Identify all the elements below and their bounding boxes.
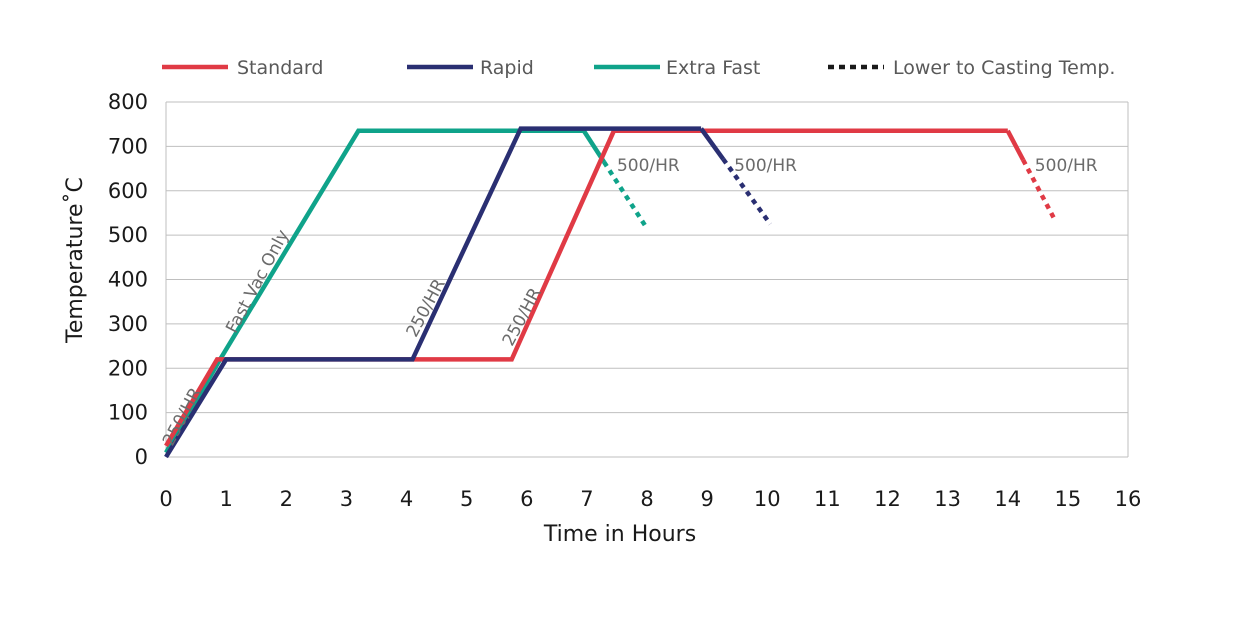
y-tick-label: 0 xyxy=(135,445,148,469)
x-tick-label: 10 xyxy=(754,487,781,511)
y-tick-label: 800 xyxy=(108,90,148,114)
annotation-label: 500/HR xyxy=(617,156,680,176)
grid xyxy=(165,101,1129,458)
x-tick-label: 7 xyxy=(580,487,593,511)
cooldown-solid-rapid xyxy=(699,127,726,161)
legend: Standard Rapid Extra Fast Lower to Casting … xyxy=(162,57,1115,79)
y-tick-label: 400 xyxy=(108,268,148,292)
x-axis-title: Time in Hours xyxy=(543,522,696,547)
y-tick-label: 500 xyxy=(108,223,148,247)
x-tick-label: 15 xyxy=(1055,487,1082,511)
x-tick-label: 1 xyxy=(219,487,232,511)
legend-label: Lower to Casting Temp. xyxy=(893,57,1115,79)
legend-label: Standard xyxy=(237,57,323,79)
cooldown-dotted-rapid xyxy=(721,157,773,226)
x-axis-ticks: 0 1 2 3 4 5 6 7 8 9 10 11 12 13 14 15 16 xyxy=(159,487,1141,511)
x-tick-label: 0 xyxy=(159,487,172,511)
y-tick-label: 100 xyxy=(108,401,148,425)
cooldown-dotted-standard xyxy=(1021,158,1058,223)
x-tick-label: 8 xyxy=(640,487,653,511)
x-tick-label: 11 xyxy=(814,487,841,511)
y-axis-ticks: 800 700 600 500 400 300 200 100 0 xyxy=(108,90,148,469)
x-tick-label: 6 xyxy=(520,487,533,511)
series-line-standard xyxy=(164,128,1008,448)
y-tick-label: 600 xyxy=(108,179,148,203)
x-tick-label: 2 xyxy=(280,487,293,511)
series-line-extra-fast xyxy=(164,128,584,454)
y-axis-title: Temperature˚C xyxy=(63,177,88,344)
annotation-label: 500/HR xyxy=(1035,156,1098,176)
cooldown-solid-standard xyxy=(1005,129,1026,162)
x-tick-label: 5 xyxy=(460,487,473,511)
legend-label: Rapid xyxy=(480,57,534,79)
y-tick-label: 300 xyxy=(108,312,148,336)
cooldown-dotted-extra-fast xyxy=(602,160,649,230)
x-tick-label: 4 xyxy=(400,487,413,511)
legend-label: Extra Fast xyxy=(666,57,760,79)
x-tick-label: 16 xyxy=(1115,487,1142,511)
annotation-label: Fast Vac Only xyxy=(222,227,293,337)
x-tick-label: 12 xyxy=(874,487,901,511)
y-tick-label: 700 xyxy=(108,134,148,158)
x-tick-label: 3 xyxy=(340,487,353,511)
x-tick-label: 14 xyxy=(994,487,1021,511)
y-tick-label: 200 xyxy=(108,356,148,380)
annotation-label: 500/HR xyxy=(734,156,797,176)
x-tick-label: 13 xyxy=(934,487,961,511)
series-line-rapid xyxy=(164,126,702,459)
series-lines xyxy=(164,126,1058,459)
x-tick-label: 9 xyxy=(700,487,713,511)
